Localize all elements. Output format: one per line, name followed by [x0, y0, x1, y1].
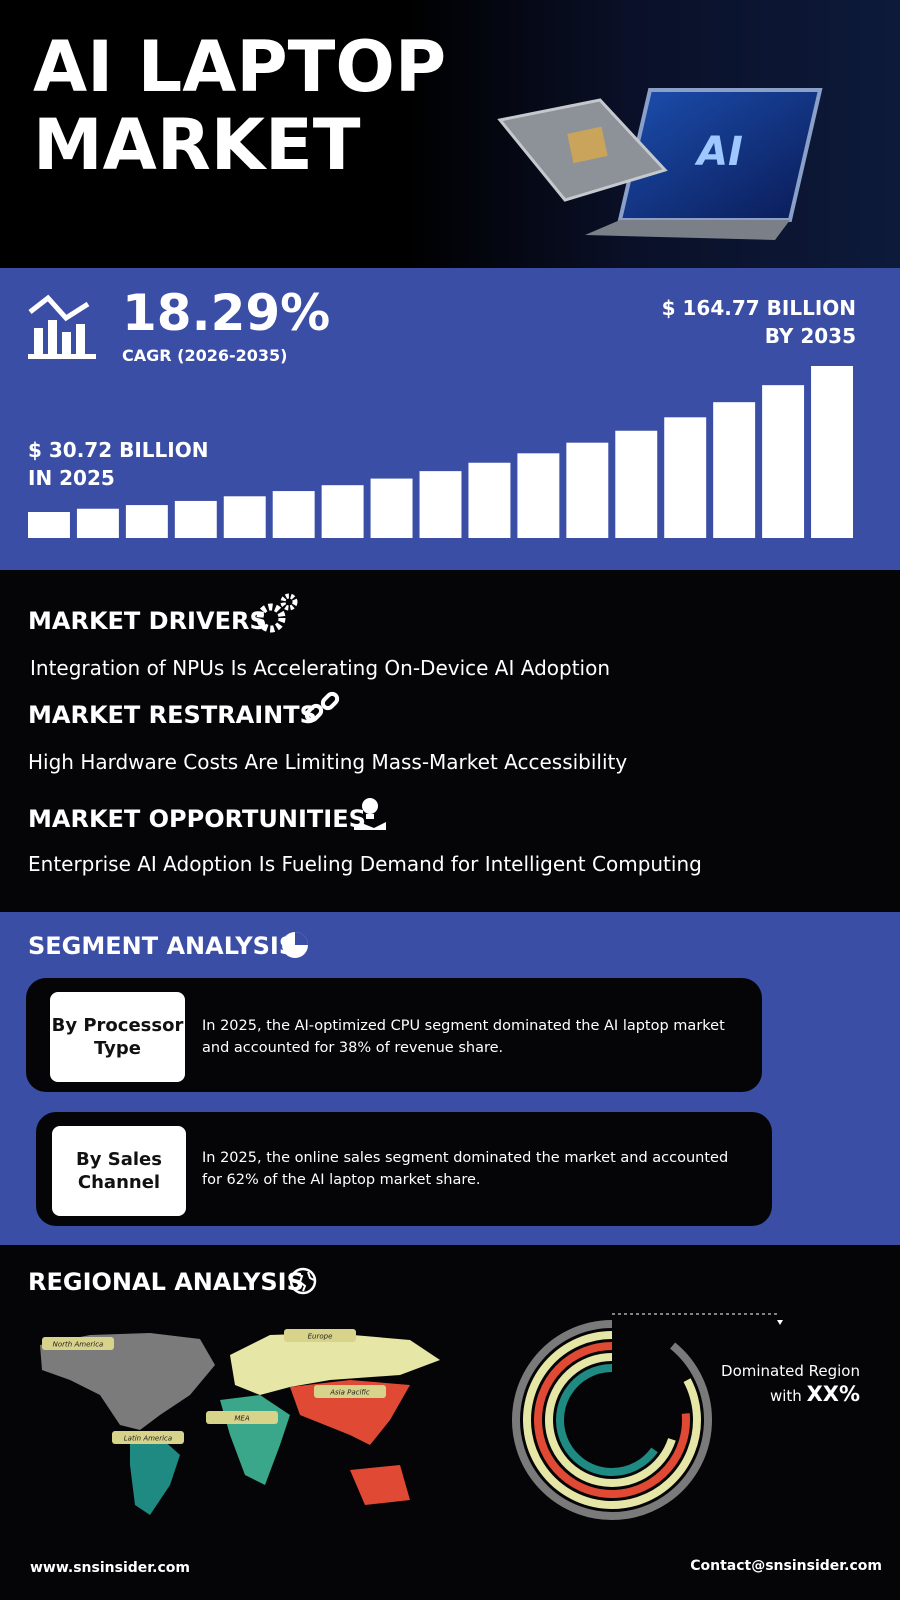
- growth-bar: [272, 491, 315, 538]
- pointer-arrow: [777, 1320, 783, 1325]
- start-value: IN 2025: [28, 466, 115, 490]
- label-line: By Processor: [51, 1015, 184, 1036]
- restraints-heading: MARKET RESTRAINTS: [28, 701, 317, 729]
- growth-bar: [664, 417, 707, 538]
- ring-arc: [545, 1353, 676, 1487]
- globe-icon: [289, 1267, 317, 1295]
- region-asia-pacific: [290, 1380, 410, 1505]
- footer-website: www.snsinsider.com: [30, 1560, 191, 1576]
- region-tag: [284, 1329, 356, 1342]
- region-tag: [112, 1431, 184, 1444]
- region-mea: [220, 1395, 290, 1485]
- segment-heading: SEGMENT ANALYSIS: [28, 932, 297, 960]
- region-latin-america: [130, 1433, 180, 1515]
- svg-text:AI: AI: [694, 129, 743, 175]
- laptop-illustration: AI: [497, 88, 823, 240]
- growth-bar: [566, 442, 609, 538]
- region-label: Asia Pacific: [329, 1389, 370, 1397]
- dominated-value: XX%: [806, 1382, 860, 1406]
- cagr-value: 18.29%: [122, 284, 331, 342]
- footer-contact: Contact@snsinsider.com: [690, 1558, 882, 1574]
- growth-bar: [76, 508, 119, 538]
- growth-bar: [811, 366, 853, 538]
- growth-bar: [174, 500, 217, 538]
- region-label: North America: [53, 1341, 104, 1349]
- growth-bars: [28, 366, 853, 538]
- label-line: Channel: [77, 1172, 161, 1193]
- gear-icon: [256, 593, 298, 633]
- growth-bar: [28, 512, 70, 538]
- opportunities-heading: MARKET OPPORTUNITIES: [28, 805, 366, 833]
- restraints-text: High Hardware Costs Are Limiting Mass-Ma…: [28, 750, 628, 774]
- title-line: MARKET: [33, 104, 361, 186]
- growth-bar: [321, 485, 364, 538]
- segment-text: In 2025, the AI-optimized CPU segment do…: [202, 1018, 725, 1056]
- growth-bar: [125, 505, 168, 538]
- region-label: Latin America: [124, 1435, 172, 1443]
- region-tag: [206, 1411, 278, 1424]
- region-europe: [230, 1333, 440, 1395]
- segment-text: In 2025, the online sales segment domina…: [202, 1150, 729, 1188]
- growth-bar: [762, 385, 805, 538]
- end-value: BY 2035: [764, 324, 856, 348]
- start-value: $ 30.72 BILLION: [28, 438, 209, 462]
- region-tag: [42, 1337, 114, 1350]
- region-label: MEA: [234, 1415, 249, 1423]
- regional-heading: REGIONAL ANALYSIS: [28, 1268, 304, 1296]
- chart-icon: [28, 294, 96, 359]
- label-line: Type: [94, 1038, 141, 1059]
- ring-arc: [512, 1320, 712, 1520]
- cagr-label: CAGR (2026-2035): [122, 346, 288, 365]
- ring-graphic: [512, 1313, 783, 1520]
- ring-arc: [534, 1342, 690, 1498]
- region-tag: [314, 1385, 386, 1398]
- ring-arc: [523, 1331, 701, 1509]
- growth-bar: [419, 471, 462, 538]
- title-line: AI LAPTOP: [33, 26, 447, 108]
- region-north-america: [40, 1333, 215, 1430]
- dominated-text: Dominated Region: [721, 1362, 860, 1380]
- dominated-text: with: [769, 1387, 802, 1405]
- opportunities-text: Enterprise AI Adoption Is Fueling Demand…: [28, 852, 702, 876]
- growth-bar: [223, 496, 266, 538]
- region-label: Europe: [308, 1333, 333, 1341]
- ring-arc: [556, 1364, 658, 1476]
- segment-label: By Processor Type: [50, 992, 185, 1082]
- bulb-icon: [354, 798, 386, 830]
- drivers-heading: MARKET DRIVERS: [28, 607, 267, 635]
- end-value: $ 164.77 BILLION: [661, 296, 856, 320]
- growth-bar: [370, 478, 413, 538]
- label-line: By Sales: [76, 1149, 162, 1170]
- pie-icon: [282, 932, 308, 958]
- chain-icon: [304, 691, 340, 723]
- growth-bar: [713, 402, 756, 538]
- segment-label: By Sales Channel: [52, 1126, 186, 1216]
- growth-bar: [468, 462, 511, 538]
- growth-bar: [615, 430, 658, 538]
- drivers-text: Integration of NPUs Is Accelerating On-D…: [30, 656, 610, 680]
- growth-bar: [517, 453, 560, 538]
- dominated-line: with XX%: [770, 1382, 860, 1406]
- world-map: North America Europe Asia Pacific MEA Latin …: [40, 1329, 440, 1515]
